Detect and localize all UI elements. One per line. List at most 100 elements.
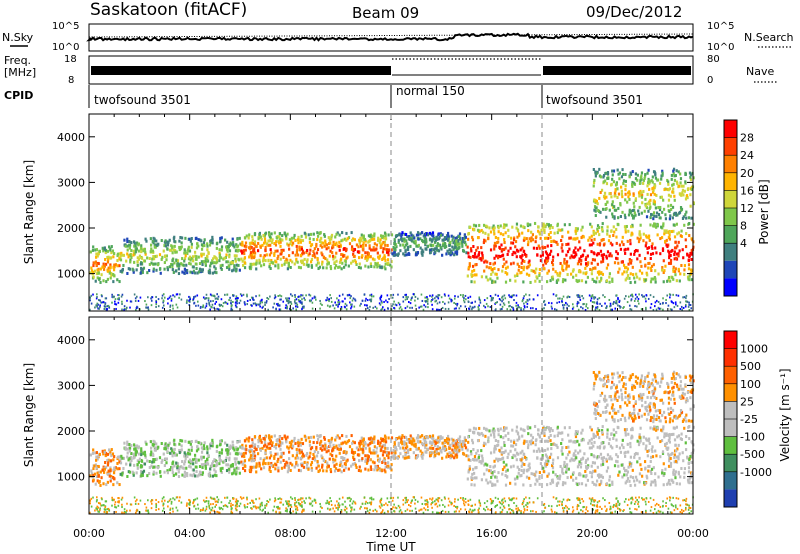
power-cell	[642, 181, 645, 185]
velocity-cell	[274, 446, 278, 450]
velocity-cell	[135, 444, 139, 448]
power-cell	[638, 192, 641, 196]
power-cell	[128, 239, 131, 243]
power-cell	[426, 300, 429, 303]
power-cell	[633, 252, 636, 256]
power-cell	[221, 263, 224, 267]
power-cell	[122, 253, 126, 257]
velocity-cell	[567, 467, 570, 471]
power-cell	[403, 253, 406, 257]
velocity-cell	[335, 462, 338, 466]
power-cell	[618, 267, 621, 271]
power-cell	[623, 297, 626, 300]
velocity-cell	[189, 465, 192, 469]
power-cell	[674, 273, 677, 277]
power-cell	[192, 298, 195, 301]
velocity-cell	[515, 451, 519, 455]
power-cell	[593, 296, 596, 299]
power-cell	[450, 298, 452, 301]
power-cell	[195, 262, 198, 266]
power-cell	[494, 235, 497, 239]
power-cell	[638, 194, 641, 198]
power-cell	[564, 278, 567, 282]
power-cell	[205, 305, 208, 308]
power-cell	[378, 254, 382, 258]
velocity-cell	[343, 468, 346, 472]
power-cell	[427, 298, 429, 301]
power-cell	[277, 263, 280, 267]
power-cell	[409, 231, 412, 235]
velocity-cell	[606, 428, 609, 432]
power-cell	[133, 244, 136, 248]
power-cell	[549, 224, 553, 228]
velocity-cell	[209, 467, 212, 471]
power-cell	[112, 268, 116, 272]
power-cell	[476, 246, 479, 250]
power-cell	[121, 303, 123, 306]
power-cell	[587, 238, 590, 242]
power-cell	[504, 271, 507, 275]
power-cell	[463, 233, 466, 237]
power-cell	[659, 195, 662, 199]
power-cell	[226, 302, 229, 305]
velocity-cell	[429, 453, 432, 457]
velocity-cell	[340, 470, 343, 474]
velocity-cell	[209, 443, 212, 447]
velocity-cell	[330, 436, 334, 440]
velocity-cell	[296, 463, 299, 467]
power-cell	[609, 308, 612, 311]
power-cell	[610, 182, 613, 186]
power-cell	[285, 304, 287, 307]
power-cell	[688, 234, 691, 238]
power-cell	[397, 301, 400, 304]
velocity-cell	[299, 456, 303, 460]
velocity-cell	[544, 448, 547, 452]
velocity-cell	[136, 466, 139, 470]
power-cell	[652, 186, 656, 190]
power-cell	[259, 254, 262, 258]
power-cell	[650, 264, 654, 268]
velocity-cell	[303, 434, 306, 438]
velocity-cell	[228, 446, 231, 450]
power-cell	[299, 301, 302, 304]
power-cell	[653, 224, 656, 228]
velocity-cell	[295, 453, 299, 457]
power-cell	[264, 232, 267, 236]
power-cell	[540, 228, 543, 232]
power-cell	[405, 293, 408, 296]
power-cell	[654, 301, 657, 304]
power-cell	[653, 222, 656, 226]
power-cell	[331, 254, 335, 258]
power-cell	[364, 239, 367, 243]
power-cell	[550, 249, 553, 253]
velocity-cell	[661, 469, 664, 473]
power-cell	[350, 303, 352, 306]
velocity-cell	[399, 452, 402, 456]
velocity-cell	[511, 456, 514, 460]
velocity-cell	[140, 447, 143, 451]
velocity-cell	[549, 427, 553, 431]
power-cell	[319, 307, 321, 310]
power-cell	[483, 238, 486, 242]
power-cell	[300, 247, 303, 251]
velocity-cell	[154, 458, 157, 462]
power-cell	[335, 251, 338, 255]
power-cell	[602, 253, 605, 257]
power-cell	[429, 249, 432, 253]
power-cell	[662, 198, 665, 202]
velocity-cell	[320, 444, 323, 448]
power-cell	[624, 278, 627, 282]
velocity-cell	[171, 466, 174, 470]
power-cell	[278, 237, 282, 241]
power-cell	[121, 293, 124, 296]
power-cell	[178, 264, 181, 268]
power-cell	[183, 257, 187, 261]
power-cell	[565, 253, 568, 257]
power-cell	[328, 298, 330, 301]
power-cell	[251, 238, 254, 242]
power-cell	[598, 226, 601, 230]
power-cell	[184, 236, 187, 240]
power-cell	[133, 240, 136, 244]
power-cell	[242, 263, 245, 267]
power-cell	[258, 294, 261, 297]
